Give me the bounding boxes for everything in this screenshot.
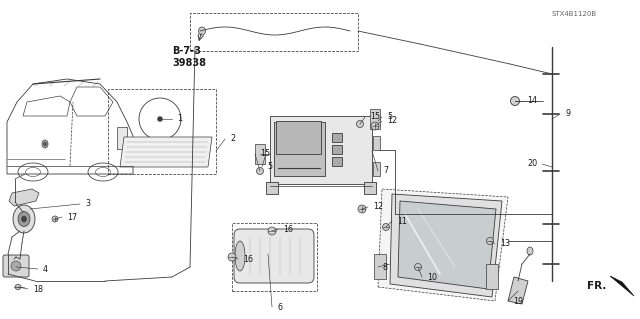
Ellipse shape <box>356 121 364 128</box>
Bar <box>486 264 498 289</box>
Bar <box>332 133 342 142</box>
Text: 16: 16 <box>283 225 293 234</box>
Bar <box>274 122 325 176</box>
Text: 4: 4 <box>43 264 48 273</box>
Polygon shape <box>610 276 634 296</box>
Text: 17: 17 <box>67 212 77 221</box>
Ellipse shape <box>257 167 264 174</box>
Text: 5: 5 <box>267 162 272 172</box>
Ellipse shape <box>44 142 47 146</box>
Text: 12: 12 <box>387 116 397 125</box>
Text: B-7-3: B-7-3 <box>172 46 201 56</box>
Text: 10: 10 <box>427 272 437 281</box>
Polygon shape <box>398 201 496 289</box>
Ellipse shape <box>415 263 422 271</box>
Ellipse shape <box>15 285 21 290</box>
Ellipse shape <box>157 116 163 122</box>
Text: 2: 2 <box>230 135 235 144</box>
Polygon shape <box>120 137 212 167</box>
Bar <box>270 116 372 184</box>
Bar <box>255 144 265 164</box>
Text: 8: 8 <box>383 263 388 271</box>
Text: FR.: FR. <box>587 281 606 291</box>
Bar <box>374 254 386 279</box>
Ellipse shape <box>486 238 493 244</box>
Text: 3: 3 <box>85 199 90 209</box>
Text: 11: 11 <box>397 217 407 226</box>
Polygon shape <box>390 194 502 297</box>
Ellipse shape <box>268 227 276 235</box>
Text: STX4B1120B: STX4B1120B <box>552 11 597 17</box>
Ellipse shape <box>228 253 236 261</box>
Bar <box>370 109 380 129</box>
Bar <box>117 127 127 149</box>
Text: 19: 19 <box>513 296 523 306</box>
Text: 15: 15 <box>370 113 380 122</box>
Ellipse shape <box>358 205 366 213</box>
Bar <box>276 121 321 154</box>
Ellipse shape <box>18 211 30 226</box>
Polygon shape <box>508 277 528 304</box>
Text: 7: 7 <box>383 167 388 175</box>
Text: 1: 1 <box>177 115 182 123</box>
Bar <box>332 157 342 166</box>
Ellipse shape <box>13 205 35 233</box>
Bar <box>266 182 278 194</box>
Ellipse shape <box>198 27 205 35</box>
Ellipse shape <box>52 216 58 222</box>
Text: 13: 13 <box>500 240 510 249</box>
Bar <box>364 182 376 194</box>
Polygon shape <box>378 189 508 301</box>
Text: 6: 6 <box>277 302 282 311</box>
Bar <box>373 162 380 176</box>
Ellipse shape <box>371 122 379 130</box>
Ellipse shape <box>42 140 48 148</box>
Bar <box>373 136 380 150</box>
Bar <box>332 145 342 154</box>
Text: 20: 20 <box>527 160 537 168</box>
Ellipse shape <box>11 261 21 271</box>
Ellipse shape <box>511 97 520 106</box>
Ellipse shape <box>235 241 245 271</box>
FancyBboxPatch shape <box>3 255 29 277</box>
Text: 5: 5 <box>387 113 392 122</box>
Ellipse shape <box>22 216 26 222</box>
Text: 18: 18 <box>33 285 43 293</box>
Polygon shape <box>9 189 39 206</box>
Text: 14: 14 <box>527 97 537 106</box>
Ellipse shape <box>383 224 390 231</box>
Text: 12: 12 <box>373 203 383 211</box>
FancyBboxPatch shape <box>234 229 314 283</box>
Text: 16: 16 <box>243 255 253 263</box>
Text: 39838: 39838 <box>172 58 206 68</box>
Text: 9: 9 <box>565 109 570 118</box>
Text: 15: 15 <box>260 150 270 159</box>
Ellipse shape <box>527 247 533 255</box>
